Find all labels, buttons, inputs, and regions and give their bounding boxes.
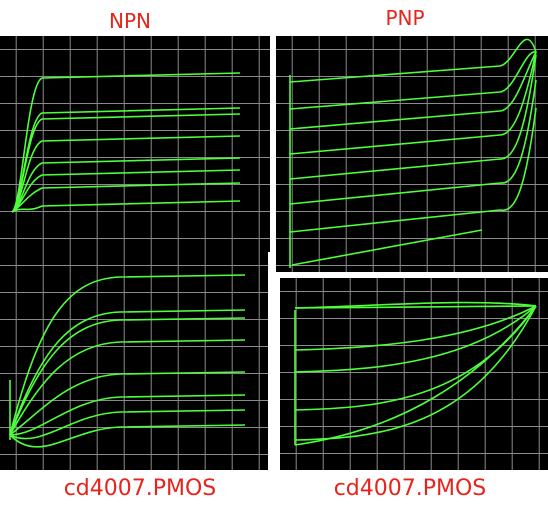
scope-panel (0, 36, 270, 252)
trace (289, 51, 537, 130)
scope-panel (276, 36, 548, 272)
grid (276, 36, 548, 272)
panels (0, 36, 548, 470)
trace (9, 371, 246, 436)
label-pmos-right: cd4007.PMOS (334, 476, 487, 501)
trace (289, 54, 537, 180)
trace (294, 305, 537, 446)
trace (289, 107, 537, 233)
trace (9, 339, 246, 436)
scope-screen (280, 278, 548, 470)
label-pmos-left: cd4007.PMOS (64, 476, 217, 501)
label-pnp: PNP (385, 6, 424, 30)
trace (9, 309, 246, 436)
label-npn: NPN (109, 9, 151, 33)
trace (9, 274, 246, 436)
scope-panel (280, 278, 548, 470)
scope-screen (276, 36, 548, 272)
grid (0, 252, 268, 470)
trace (11, 200, 241, 213)
trace (289, 38, 537, 83)
scope-screen (0, 36, 270, 252)
trace (291, 229, 483, 266)
trace (9, 424, 246, 448)
grid (0, 36, 270, 252)
trace (9, 394, 246, 436)
trace (9, 409, 246, 440)
trace (289, 79, 537, 205)
trace (289, 51, 537, 155)
trace (289, 51, 537, 110)
trace (294, 305, 537, 373)
scope-screen (0, 252, 268, 470)
scope-panel (0, 252, 268, 470)
trace (294, 305, 537, 309)
grid (280, 278, 548, 470)
trace (294, 305, 537, 351)
trace (9, 317, 246, 436)
